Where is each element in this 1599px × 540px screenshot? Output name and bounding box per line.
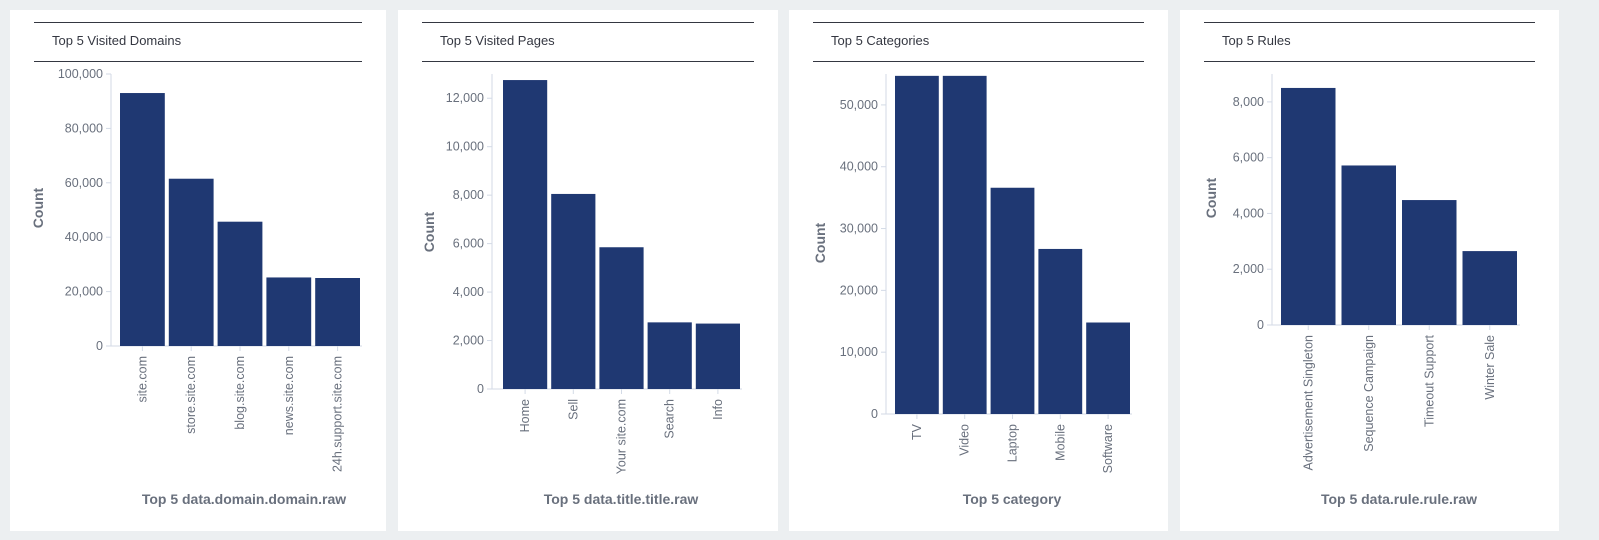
bar <box>942 75 987 414</box>
panel-top-pages: Top 5 Visited Pages 0 2,000 4,000 6,000 8,00… <box>398 10 778 531</box>
bar <box>990 187 1035 414</box>
bar <box>168 178 214 346</box>
x-axis-title: Top 5 data.title.title.raw <box>544 491 699 507</box>
x-tick-label: Software <box>1101 424 1115 473</box>
bar <box>551 193 596 389</box>
x-tick-label: Sequence Campaign <box>1362 335 1376 452</box>
y-axis-title: Count <box>30 187 46 228</box>
y-tick-label: 0 <box>871 407 878 421</box>
bar <box>1462 251 1517 325</box>
bar <box>1281 87 1336 325</box>
bar <box>315 278 360 346</box>
x-axis-title: Top 5 data.domain.domain.raw <box>142 491 346 507</box>
y-tick-label: 80,000 <box>65 121 103 135</box>
x-tick-label: Search <box>663 399 677 439</box>
panel-header: Top 5 Visited Domains <box>34 22 362 62</box>
y-tick-label: 60,000 <box>65 176 103 190</box>
bar <box>120 93 165 346</box>
panel-top-domains: Top 5 Visited Domains 0 20,000 40,000 60,00… <box>10 10 386 531</box>
bar-chart-rules: 0 2,000 4,000 6,000 8,000 Advertisement Singl… <box>1203 74 1520 507</box>
x-tick-label: Sell <box>566 399 580 420</box>
y-axis-title: Count <box>1203 177 1219 218</box>
x-axis-title: Top 5 category <box>963 491 1062 507</box>
bar <box>647 322 692 389</box>
bar <box>599 247 644 389</box>
panel-top-rules: Top 5 Rules 0 2,000 4,000 6,000 8,000 Adverti… <box>1180 10 1559 531</box>
x-tick-label: Home <box>518 399 532 432</box>
bar <box>1341 165 1396 325</box>
x-tick-label: store.site.com <box>184 356 198 434</box>
bar-chart-domains: 0 20,000 40,000 60,000 80,000 100,000 site.com… <box>30 67 362 507</box>
x-tick-label: news.site.com <box>282 356 296 435</box>
x-tick-label: Winter Sale <box>1483 335 1497 400</box>
y-tick-label: 4,000 <box>1233 206 1264 220</box>
bar <box>895 75 939 414</box>
x-tick-label: TV <box>910 423 924 440</box>
bar-chart-pages: 0 2,000 4,000 6,000 8,000 10,000 12,000 Home Sel… <box>421 74 742 507</box>
x-tick-label: Mobile <box>1053 424 1067 461</box>
y-tick-label: 10,000 <box>840 345 878 359</box>
y-tick-label: 12,000 <box>446 91 484 105</box>
bar <box>1086 322 1130 414</box>
bar <box>695 323 740 389</box>
y-tick-label: 100,000 <box>58 67 103 81</box>
y-tick-label: 2,000 <box>1233 262 1264 276</box>
y-tick-label: 40,000 <box>65 230 103 244</box>
x-tick-label: Video <box>958 424 972 456</box>
panel-header: Top 5 Rules <box>1204 22 1535 62</box>
panel-header: Top 5 Categories <box>813 22 1144 62</box>
x-tick-label: 24h.support.site.com <box>331 356 345 472</box>
panel-title: Top 5 Visited Domains <box>52 33 182 48</box>
y-tick-label: 6,000 <box>453 237 484 251</box>
y-tick-label: 4,000 <box>453 285 484 299</box>
x-tick-label: Your site.com <box>615 399 629 474</box>
bar <box>1038 248 1083 414</box>
y-tick-label: 8,000 <box>453 188 484 202</box>
bar <box>217 221 263 346</box>
x-tick-label: Timeout Support <box>1422 334 1436 426</box>
x-tick-label: Laptop <box>1006 424 1020 462</box>
bar-chart-categories: 0 10,000 20,000 30,000 40,000 50,000 TV Video La… <box>812 74 1132 507</box>
y-tick-label: 50,000 <box>840 98 878 112</box>
y-tick-label: 8,000 <box>1233 95 1264 109</box>
y-tick-label: 20,000 <box>840 283 878 297</box>
x-tick-label: blog.site.com <box>233 356 247 430</box>
y-axis-title: Count <box>812 222 828 263</box>
y-tick-label: 6,000 <box>1233 151 1264 165</box>
panel-top-categories: Top 5 Categories 0 10,000 20,000 30,000 40,0… <box>789 10 1168 531</box>
y-tick-label: 2,000 <box>453 334 484 348</box>
panel-header: Top 5 Visited Pages <box>422 22 754 62</box>
y-tick-label: 10,000 <box>446 140 484 154</box>
panel-title: Top 5 Visited Pages <box>440 33 555 48</box>
bar <box>266 277 312 346</box>
x-tick-label: Info <box>711 399 725 420</box>
panel-title: Top 5 Rules <box>1222 33 1291 48</box>
y-tick-label: 40,000 <box>840 160 878 174</box>
y-tick-label: 30,000 <box>840 222 878 236</box>
y-axis-title: Count <box>421 211 437 252</box>
y-tick-label: 0 <box>1257 318 1264 332</box>
y-tick-label: 0 <box>477 382 484 396</box>
x-axis-title: Top 5 data.rule.rule.raw <box>1321 491 1477 507</box>
y-tick-label: 20,000 <box>65 285 103 299</box>
bar <box>1402 200 1457 325</box>
panel-title: Top 5 Categories <box>831 33 930 48</box>
x-tick-label: site.com <box>135 356 149 403</box>
x-tick-label: Advertisement Singleton <box>1301 335 1315 471</box>
y-tick-label: 0 <box>96 339 103 353</box>
bar <box>503 80 548 390</box>
